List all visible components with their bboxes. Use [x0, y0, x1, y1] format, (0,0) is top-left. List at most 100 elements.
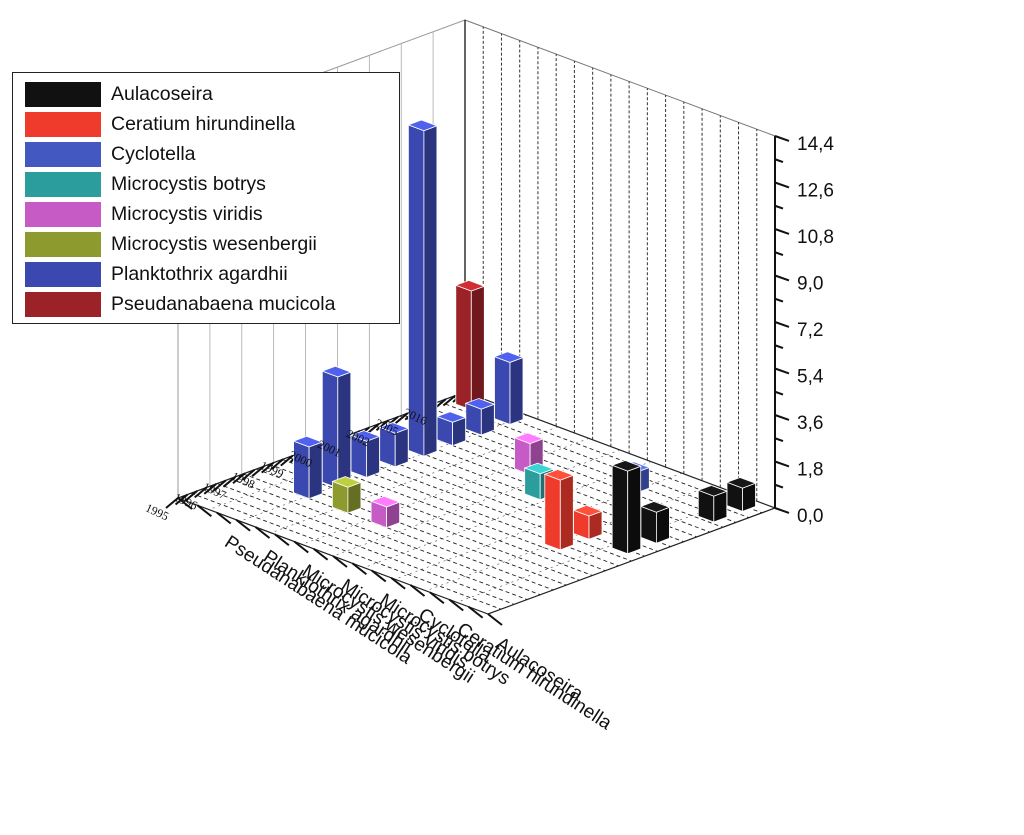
- bar-side-face: [480, 403, 495, 436]
- species-tick: [487, 613, 503, 626]
- z-tick-label: 10,8: [797, 227, 834, 248]
- floor-grid-line: [216, 483, 528, 600]
- bar-side-face: [394, 427, 409, 468]
- year-tick: [174, 493, 189, 506]
- species-tick: [274, 533, 290, 547]
- bar: [321, 365, 352, 489]
- floor-grid-line: [321, 444, 632, 562]
- floor-grid-line: [269, 463, 580, 581]
- floor-grid-line: [230, 478, 541, 596]
- year-tick: [213, 479, 227, 492]
- z-tick: [774, 390, 784, 396]
- z-tick-label: 5,4: [797, 367, 824, 388]
- z-tick: [774, 414, 790, 421]
- legend-label: Aulacoseira: [111, 82, 213, 105]
- legend-item: Microcystis viridis: [25, 199, 389, 229]
- species-tick: [409, 584, 426, 597]
- species-tick: [429, 591, 445, 605]
- bar: [493, 351, 525, 425]
- floor-grid-line: [256, 468, 567, 586]
- bar-front-face: [455, 284, 472, 411]
- legend-swatch: [25, 81, 101, 107]
- bar-top-face: [543, 469, 575, 481]
- bar: [454, 279, 486, 411]
- bar-top-face: [321, 365, 352, 378]
- z-tick: [774, 344, 784, 349]
- legend-item: Microcystis botrys: [25, 169, 389, 199]
- legend-swatch: [25, 231, 101, 257]
- z-tick-label: 14,4: [797, 134, 834, 155]
- legend-item: Planktothrix agardhii: [25, 259, 389, 289]
- floor-grid-line: [203, 487, 515, 605]
- bar-front-face: [321, 370, 339, 489]
- z-tick: [774, 228, 790, 235]
- species-tick: [254, 526, 271, 539]
- floor-grid-line: [412, 410, 723, 528]
- bar-top-face: [493, 351, 525, 363]
- bar-front-face: [494, 356, 511, 425]
- z-tick-label: 7,2: [797, 320, 823, 341]
- legend-item: Aulacoseira: [25, 79, 389, 109]
- species-tick: [448, 598, 464, 612]
- z-tick-label: 12,6: [797, 181, 834, 202]
- year-tick: [194, 486, 208, 499]
- bar: [611, 460, 642, 555]
- bar-top-face: [435, 411, 467, 423]
- z-tick-label: 1,8: [797, 460, 823, 481]
- year-tick: [222, 476, 237, 488]
- bar: [543, 469, 575, 551]
- legend-item: Cyclotella: [25, 139, 389, 169]
- bar-top-face: [697, 485, 728, 497]
- bar-side-face: [713, 490, 728, 523]
- year-tick: [241, 468, 256, 481]
- legend: Aulacoseira Ceratium hirundinella Cyclotel…: [12, 72, 400, 324]
- year-tick: [184, 490, 198, 502]
- bar-top-face: [378, 422, 410, 434]
- year-tick: [232, 472, 246, 485]
- legend-label: Ceratium hirundinella: [111, 112, 296, 135]
- legend-label: Microcystis wesenbergii: [111, 232, 317, 255]
- legend-item: Pseudanabaena mucicola: [25, 289, 389, 319]
- species-tick: [313, 547, 329, 561]
- floor-grid-line: [347, 434, 658, 552]
- year-tick: [203, 483, 217, 495]
- bar-top-face: [611, 460, 642, 472]
- legend-label: Pseudanabaena mucicola: [111, 292, 336, 315]
- bar-top-face: [369, 495, 401, 508]
- z-tick: [774, 274, 790, 282]
- legend-swatch: [25, 171, 101, 197]
- bar-top-face: [725, 477, 757, 489]
- bar: [369, 495, 401, 529]
- bars: [292, 119, 757, 555]
- bar-top-face: [454, 279, 486, 292]
- bar-side-face: [656, 506, 670, 544]
- bar: [407, 119, 439, 457]
- bar-top-face: [464, 398, 496, 410]
- bar-top-face: [523, 462, 555, 475]
- bar-side-face: [347, 481, 362, 514]
- z-tick: [774, 158, 784, 163]
- legend-swatch: [25, 261, 101, 287]
- legend-label: Cyclotella: [111, 142, 196, 165]
- year-tick: [261, 461, 275, 474]
- species-tick: [216, 511, 232, 525]
- bar-top-face: [349, 430, 381, 442]
- species-tick: [351, 562, 367, 576]
- bar-side-face: [509, 356, 524, 425]
- floor-grid-line: [438, 401, 750, 519]
- legend-swatch: [25, 111, 101, 137]
- species-tick: [390, 576, 406, 590]
- legend-swatch: [25, 141, 101, 167]
- year-tick: [394, 412, 409, 424]
- year-tick: [442, 394, 457, 407]
- legend-label: Microcystis viridis: [111, 202, 263, 225]
- bar-top-face: [639, 501, 671, 513]
- z-tick: [774, 135, 790, 142]
- z-tick-label: 3,6: [797, 413, 823, 434]
- legend-swatch: [25, 291, 101, 317]
- species-axis-label: Ceratium hirundinella: [453, 619, 615, 735]
- floor-grid-line: [295, 454, 606, 572]
- z-tick: [774, 507, 790, 514]
- z-tick-label: 9,0: [797, 274, 823, 295]
